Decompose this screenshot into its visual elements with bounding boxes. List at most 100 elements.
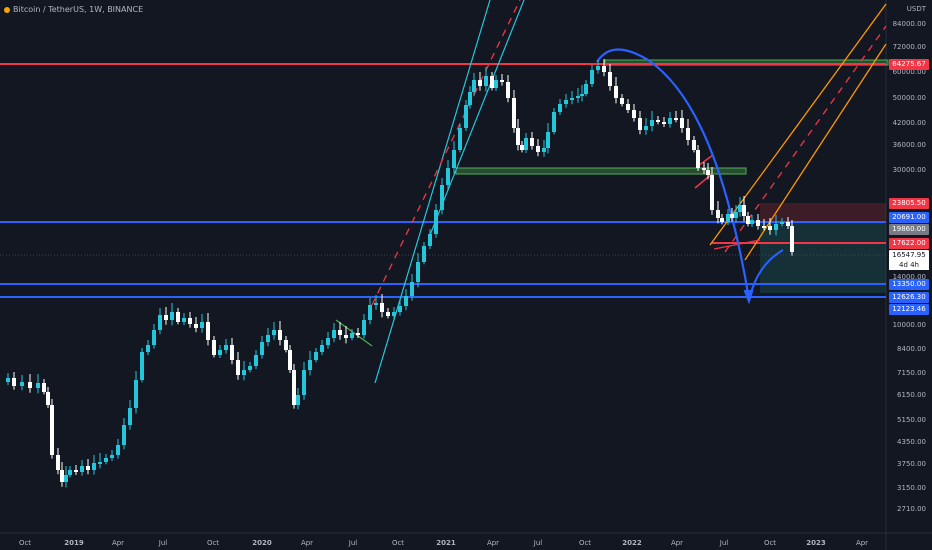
candle-body xyxy=(122,425,126,445)
price-tick-label: 3150.00 xyxy=(897,484,926,492)
symbol-title[interactable]: Bitcoin / TetherUS, 1W, BINANCE xyxy=(4,5,143,14)
candle-body xyxy=(584,84,588,94)
time-tick-label: Jul xyxy=(533,539,543,547)
candle-body xyxy=(170,312,174,320)
candle-body xyxy=(332,330,336,338)
price-tick-label: 10000.00 xyxy=(892,321,926,329)
candle-body xyxy=(134,380,138,408)
price-badge: 20691.00 xyxy=(889,212,929,223)
candle-body xyxy=(368,305,372,320)
bitcoin-icon xyxy=(4,6,10,13)
candle-body xyxy=(500,80,504,82)
time-tick-label: Jul xyxy=(348,539,358,547)
candle-body xyxy=(786,222,790,226)
candle-body xyxy=(6,378,10,382)
candle-body xyxy=(490,76,494,88)
candle-body xyxy=(344,335,348,338)
candle-body xyxy=(224,345,228,350)
candle-body xyxy=(602,66,606,72)
candle-body xyxy=(768,226,772,230)
candle-body xyxy=(164,315,168,320)
candle-body xyxy=(188,318,192,324)
price-tick-label: 14000.00 xyxy=(892,273,926,281)
candle-body xyxy=(774,224,778,230)
candle-body xyxy=(656,120,660,122)
candle-body xyxy=(614,86,618,98)
candle-body xyxy=(546,132,550,148)
price-badge: 19860.00 xyxy=(889,224,929,235)
candle-body xyxy=(386,312,390,316)
currency-label: USDT xyxy=(906,5,926,13)
candle-body xyxy=(520,145,524,150)
candle-body xyxy=(254,355,258,366)
candle-body xyxy=(716,210,720,218)
candle-body xyxy=(750,220,754,224)
candle-body xyxy=(524,138,528,150)
candle-body xyxy=(218,350,222,355)
bar-countdown: 4d 4h xyxy=(889,260,929,270)
candle-body xyxy=(288,350,292,370)
price-tick-label: 8400.00 xyxy=(897,345,926,353)
price-tick-label: 7150.00 xyxy=(897,369,926,377)
candle-body xyxy=(608,72,612,86)
projection-arrow-icon xyxy=(743,289,754,305)
candle-body xyxy=(638,118,642,130)
price-tick-label: 3750.00 xyxy=(897,460,926,468)
candle-body xyxy=(362,320,366,335)
candle-body xyxy=(780,222,784,224)
candle-body xyxy=(720,218,724,222)
candle-body xyxy=(146,345,150,352)
channel-line xyxy=(709,3,887,246)
candle-body xyxy=(626,104,630,110)
price-tick-label: 60000.00 xyxy=(892,68,926,76)
candle-body xyxy=(260,342,264,355)
candle-body xyxy=(478,80,482,86)
candle-body xyxy=(536,146,540,152)
candle-body xyxy=(320,345,324,352)
candle-body xyxy=(398,306,402,312)
time-tick-label: Jul xyxy=(719,539,729,547)
candle-body xyxy=(242,370,246,375)
candle-body xyxy=(680,118,684,128)
candle-body xyxy=(558,104,562,112)
candle-body xyxy=(428,234,432,246)
candle-body xyxy=(116,445,120,455)
price-tick-label: 5150.00 xyxy=(897,416,926,424)
time-tick-label: 2022 xyxy=(622,539,642,547)
candle-body xyxy=(472,80,476,92)
candle-body xyxy=(60,470,64,482)
time-tick-label: 2021 xyxy=(436,539,456,547)
candle-body xyxy=(570,98,574,100)
candle-body xyxy=(278,330,282,340)
price-tick-label: 84000.00 xyxy=(892,20,926,28)
time-tick-label: Oct xyxy=(763,539,777,547)
time-tick-label: Apr xyxy=(670,539,684,547)
time-tick-label: 2020 xyxy=(252,539,272,547)
candle-body xyxy=(56,455,60,470)
candle-body xyxy=(158,315,162,330)
candle-body xyxy=(702,168,706,170)
candle-body xyxy=(314,352,318,360)
candle-body xyxy=(738,205,742,212)
candle-body xyxy=(674,118,678,120)
candle-body xyxy=(230,345,234,360)
candle-body xyxy=(68,470,72,475)
candle-body xyxy=(86,466,90,470)
candle-body xyxy=(292,370,296,405)
channel-line xyxy=(744,43,887,261)
candle-body xyxy=(182,318,186,322)
wedge-line xyxy=(713,239,761,250)
candle-body xyxy=(194,324,198,328)
candle-body xyxy=(20,382,24,386)
price-tick-label: 72000.00 xyxy=(892,43,926,51)
candle-body xyxy=(74,470,78,472)
candle-body xyxy=(46,392,50,405)
candle-body xyxy=(692,140,696,150)
channel-line xyxy=(374,0,491,384)
candle-body xyxy=(236,360,240,375)
candle-body xyxy=(440,185,444,210)
wedge-line xyxy=(694,173,713,189)
candle-body xyxy=(590,70,594,84)
